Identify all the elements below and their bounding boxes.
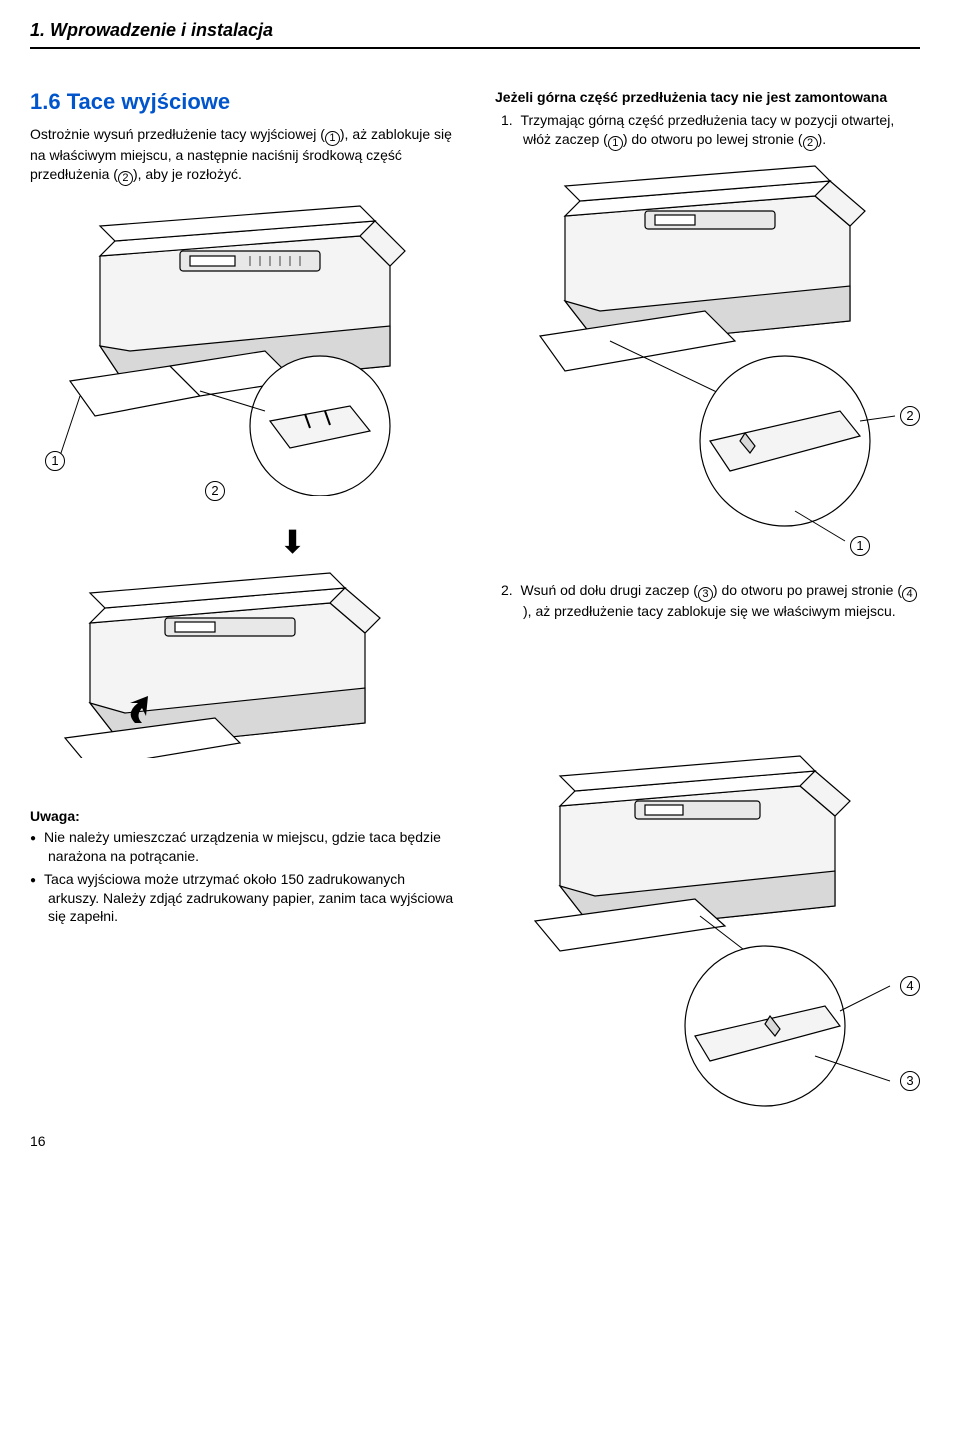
note-list: Nie należy umieszczać urządzenia w miejs… bbox=[30, 828, 455, 926]
left-column: 1.6 Tace wyjściowe Ostrożnie wysuń przed… bbox=[30, 89, 455, 1141]
step1-c: ). bbox=[818, 131, 827, 147]
circled-1-step: 1 bbox=[608, 136, 623, 151]
step2-b: ) do otworu po prawej stronie ( bbox=[713, 582, 902, 598]
circled-1-inline: 1 bbox=[325, 131, 340, 146]
callout-2: 2 bbox=[205, 481, 225, 501]
circled-2-step: 2 bbox=[803, 136, 818, 151]
printer-illustration-2 bbox=[30, 568, 410, 758]
printer-illustration-3 bbox=[495, 161, 915, 551]
note-item-2: Taca wyjściowa może utrzymać około 150 z… bbox=[30, 870, 455, 927]
step-2: 2. Wsuń od dołu drugi zaczep (3) do otwo… bbox=[495, 581, 920, 621]
intro-text-a: Ostrożnie wysuń przedłużenie tacy wyjści… bbox=[30, 126, 325, 142]
callout-3-r: 3 bbox=[900, 1071, 920, 1091]
notes-block: Uwaga: Nie należy umieszczać urządzenia … bbox=[30, 808, 455, 926]
note-item-1: Nie należy umieszczać urządzenia w miejs… bbox=[30, 828, 455, 866]
section-title: 1.6 Tace wyjściowe bbox=[30, 89, 455, 115]
subheading: Jeżeli górna część przedłużenia tacy nie… bbox=[495, 89, 920, 105]
two-column-layout: 1.6 Tace wyjściowe Ostrożnie wysuń przed… bbox=[30, 89, 920, 1141]
spacer bbox=[495, 631, 920, 741]
callout-1-r: 1 bbox=[850, 536, 870, 556]
intro-text-c: ), aby je rozłożyć. bbox=[133, 166, 242, 182]
callout-2-r: 2 bbox=[900, 406, 920, 426]
chapter-header: 1. Wprowadzenie i instalacja bbox=[30, 20, 920, 49]
step1-b: ) do otworu po lewej stronie ( bbox=[623, 131, 803, 147]
step-1: 1. Trzymając górną część przedłużenia ta… bbox=[495, 111, 920, 151]
note-heading: Uwaga: bbox=[30, 808, 455, 824]
right-column: Jeżeli górna część przedłużenia tacy nie… bbox=[495, 89, 920, 1141]
printer-illustration-4 bbox=[495, 751, 915, 1111]
printer-illustration-1 bbox=[30, 196, 450, 496]
circled-3-step: 3 bbox=[698, 587, 713, 602]
callout-1: 1 bbox=[45, 451, 65, 471]
down-arrow-icon: ⬇ bbox=[130, 526, 455, 558]
intro-paragraph: Ostrożnie wysuń przedłużenie tacy wyjści… bbox=[30, 125, 455, 186]
callout-4-r: 4 bbox=[900, 976, 920, 996]
circled-2-inline: 2 bbox=[118, 171, 133, 186]
page-number: 16 bbox=[30, 1133, 46, 1149]
figure-tray-folded bbox=[30, 568, 455, 768]
figure-clip-left: 2 1 bbox=[495, 161, 920, 561]
figure-clip-right: 4 3 bbox=[495, 751, 920, 1121]
figure-tray-open: 1 2 bbox=[30, 196, 455, 506]
circled-4-step: 4 bbox=[902, 587, 917, 602]
step2-a: Wsuń od dołu drugi zaczep ( bbox=[520, 582, 697, 598]
step2-c: ), aż przedłużenie tacy zablokuje się we… bbox=[523, 603, 896, 619]
